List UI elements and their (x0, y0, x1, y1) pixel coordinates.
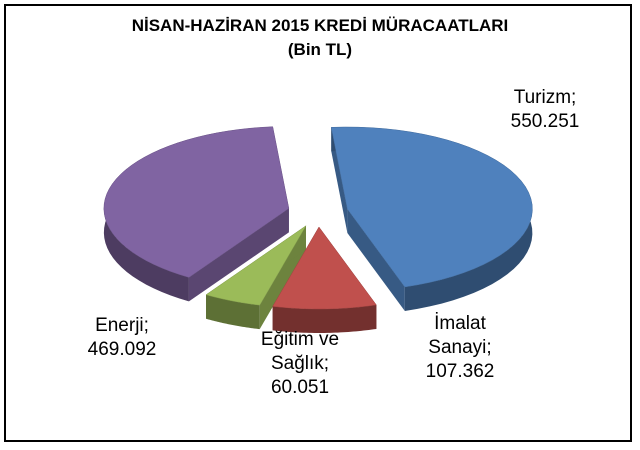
slice-side (272, 304, 377, 333)
slice-wall (188, 208, 289, 302)
chart-title: NİSAN-HAZİRAN 2015 KREDİ MÜRACAATLARI (131, 16, 509, 35)
data-label: Eğitim ve Sağlık; 60.051 (240, 328, 360, 400)
slice (330, 126, 533, 311)
slice (103, 126, 290, 302)
label-category: Turizm (513, 87, 572, 108)
label-value: 107.362 (425, 361, 495, 382)
slice-side (206, 294, 260, 330)
slice-top (205, 225, 307, 306)
label-value: 550.251 (510, 111, 580, 132)
slice-wall (347, 208, 405, 311)
chart-subtitle: (Bin TL) (287, 40, 353, 59)
label-category: Enerji (95, 315, 144, 336)
data-label: Turizm; 550.251 (470, 86, 620, 134)
label-category: İmalat Sanayi (428, 313, 487, 358)
slice-top (103, 126, 290, 278)
label-separator: ; (571, 87, 577, 108)
slice (272, 226, 377, 333)
label-separator: ; (323, 353, 330, 374)
label-value: 60.051 (270, 377, 330, 398)
chart-frame (4, 4, 632, 442)
data-label: Enerji; 469.092 (62, 314, 182, 362)
slice-top (272, 226, 377, 310)
label-separator: ; (143, 315, 149, 336)
label-value: 469.092 (87, 339, 157, 360)
slice-top (330, 126, 533, 288)
slice-wall (331, 127, 348, 233)
label-separator: ; (486, 337, 492, 358)
label-category: Eğitim ve Sağlık (260, 329, 340, 374)
slice (205, 225, 307, 330)
data-label: İmalat Sanayi; 107.362 (405, 312, 515, 384)
